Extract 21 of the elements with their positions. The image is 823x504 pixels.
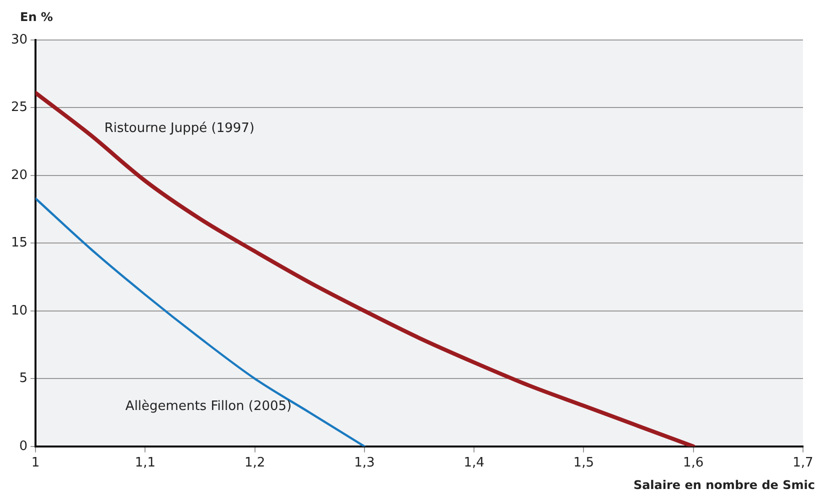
y-axis-title: En %	[20, 10, 53, 24]
y-tick-label: 0	[19, 438, 28, 454]
x-tick-label: 1,5	[573, 456, 594, 471]
y-tick-label: 10	[10, 303, 28, 318]
line-series	[36, 90, 696, 446]
y-tick-label: 5	[19, 371, 28, 386]
x-tick-label: 1	[31, 456, 40, 471]
x-tick-label: 1,2	[244, 456, 266, 471]
series-label: Allègements Fillon (2005)	[125, 398, 292, 414]
line-series	[36, 197, 366, 446]
y-tick-label: 25	[10, 100, 28, 116]
x-tick-label: 1,4	[464, 456, 484, 471]
x-axis-title: Salaire en nombre de Smic	[633, 478, 815, 492]
y-tick-label: 15	[10, 236, 28, 251]
y-tick-label: 30	[10, 32, 28, 48]
x-tick-label: 1,6	[683, 456, 704, 471]
series-label: Ristourne Juppé (1997)	[104, 121, 254, 136]
x-tick-label: 1,7	[792, 456, 814, 471]
y-tick-label: 20	[10, 168, 28, 183]
x-tick-label: 1,1	[134, 456, 156, 471]
x-tick-label: 1,3	[354, 456, 375, 471]
